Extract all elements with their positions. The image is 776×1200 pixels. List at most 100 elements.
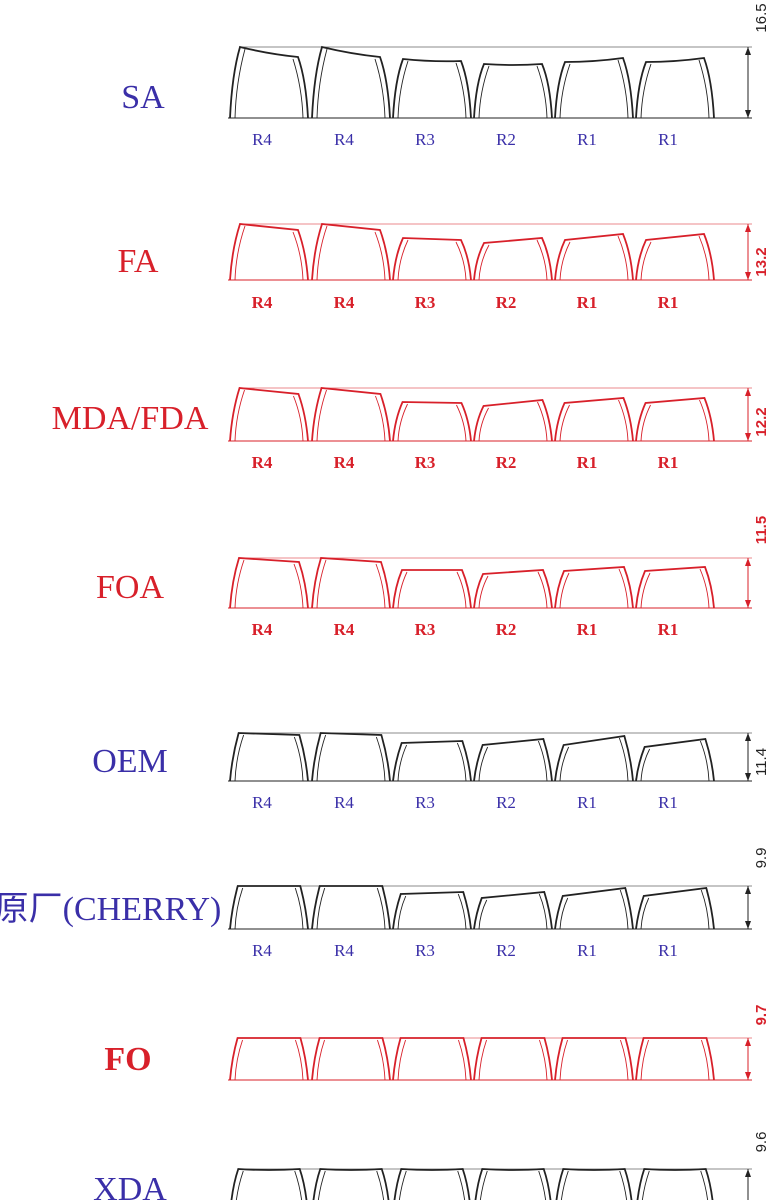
keycap-outline: [473, 63, 553, 119]
profile-name: SA: [121, 79, 165, 116]
keycap-inner-edge: [234, 225, 304, 281]
keycap-inner-edge: [640, 568, 710, 609]
keycap-outline: [635, 887, 715, 930]
row-label: R4: [334, 620, 355, 639]
row-label: R1: [577, 453, 598, 472]
dimension-arrow-icon: [745, 1169, 751, 1177]
keycap-inner-edge: [397, 742, 467, 782]
row-label: R1: [658, 941, 678, 960]
profile-name: MDA/FDA: [52, 400, 209, 437]
height-dimension: 9.9: [753, 848, 770, 869]
keycap-outline: [311, 557, 391, 609]
keycap-inner-edge: [559, 59, 629, 119]
keycap-outline: [554, 397, 634, 442]
row-label: R4: [334, 453, 355, 472]
keycap-outline: [392, 740, 472, 782]
keycap-inner-edge: [640, 1039, 710, 1081]
keycap-inner-edge: [641, 1170, 709, 1200]
keycap-inner-edge: [478, 740, 548, 782]
profile-fo: FO 9.7: [104, 1005, 770, 1081]
profile-name: OEM: [92, 743, 168, 780]
row-label: R4: [252, 620, 273, 639]
profile-oem: OEM R4 R4 R3 R2 R1 R1 11.4: [92, 732, 770, 812]
keycap-outline: [392, 58, 472, 119]
profile-name: FO: [104, 1041, 151, 1078]
keycap-outline: [230, 1168, 308, 1200]
keycap-outline: [229, 885, 309, 930]
keycap-inner-edge: [478, 1039, 548, 1081]
row-label: R2: [496, 620, 517, 639]
height-dimension: 11.4: [753, 748, 770, 776]
keycap-inner-edge: [317, 1170, 385, 1200]
keycap-inner-edge: [559, 399, 629, 442]
row-label: R3: [415, 793, 435, 812]
keycap-inner-edge: [234, 887, 304, 930]
profile-name: FOA: [96, 569, 164, 606]
keycap-inner-edge: [479, 1170, 547, 1200]
profile-name: XDA: [93, 1171, 167, 1200]
profile-cherry: 原厂(CHERRY) R4 R4 R3 R2 R1 R1 9.9: [0, 848, 770, 960]
row-label: R4: [252, 941, 272, 960]
row-label: R1: [658, 620, 679, 639]
keycap-inner-edge: [478, 239, 548, 281]
profile-xda: XDA 9.6: [93, 1132, 770, 1200]
keycap-outline: [229, 732, 309, 782]
height-dimension: 9.7: [753, 1005, 770, 1026]
keycap-outline: [635, 397, 715, 442]
keycap-outline: [393, 1168, 471, 1200]
keycap-inner-edge: [398, 1170, 466, 1200]
row-label: R3: [415, 941, 435, 960]
keycap-outline: [635, 566, 715, 609]
row-label: R3: [415, 293, 436, 312]
keycap-outline: [636, 1168, 714, 1200]
row-label: R2: [496, 293, 517, 312]
keycap-outline: [473, 891, 553, 930]
profile-name: FA: [118, 243, 159, 280]
keycap-inner-edge: [640, 399, 710, 442]
profile-fa: FA R4 R4 R3 R2 R1 R1 13.2: [118, 223, 770, 312]
row-label: R2: [496, 793, 516, 812]
row-label: R1: [577, 130, 597, 149]
keycap-inner-edge: [234, 559, 304, 609]
keycap-inner-edge: [640, 740, 710, 782]
height-dimension: 12.2: [753, 407, 770, 436]
keycap-outline: [229, 223, 309, 281]
keycap-outline: [392, 569, 472, 609]
keycap-outline: [229, 557, 309, 609]
row-label: R4: [252, 453, 273, 472]
keycap-outline: [473, 1037, 553, 1081]
row-label: R4: [252, 793, 272, 812]
row-label: R2: [496, 453, 517, 472]
keycap-outline: [229, 45, 309, 119]
keycap-outline: [392, 891, 472, 930]
keycap-outline: [635, 738, 715, 782]
keycap-outline: [554, 566, 634, 609]
row-label: R1: [577, 620, 598, 639]
keycap-inner-edge: [234, 389, 304, 442]
keycap-outline: [312, 1168, 390, 1200]
row-label: R1: [658, 130, 678, 149]
row-label: R3: [415, 453, 436, 472]
keycap-outline: [554, 1037, 634, 1081]
profile-sa: SA R4 R4 R3 R2 R1 R1 16.5: [121, 3, 770, 149]
keycap-outline: [555, 1168, 633, 1200]
keycap-outline: [392, 237, 472, 281]
keycap-inner-edge: [640, 59, 710, 119]
keycap-inner-edge: [316, 389, 386, 442]
row-label: R4: [334, 941, 354, 960]
keycap-outline: [554, 57, 634, 119]
height-dimension: 13.2: [753, 247, 770, 276]
keycap-inner-edge: [559, 568, 629, 609]
keycap-outline: [635, 57, 715, 119]
keycap-inner-edge: [478, 401, 548, 442]
keycap-outline: [554, 734, 634, 782]
keycap-outline: [554, 887, 634, 930]
keycap-outline: [635, 233, 715, 281]
profile-foa: FOA R4 R4 R3 R2 R1 R1 11.5: [96, 516, 770, 639]
height-dimension: 16.5: [753, 3, 770, 32]
keycap-inner-edge: [397, 239, 467, 281]
keycap-inner-edge: [478, 571, 548, 609]
row-label: R1: [658, 793, 678, 812]
keycap-inner-edge: [397, 571, 467, 609]
keycap-inner-edge: [478, 893, 548, 930]
